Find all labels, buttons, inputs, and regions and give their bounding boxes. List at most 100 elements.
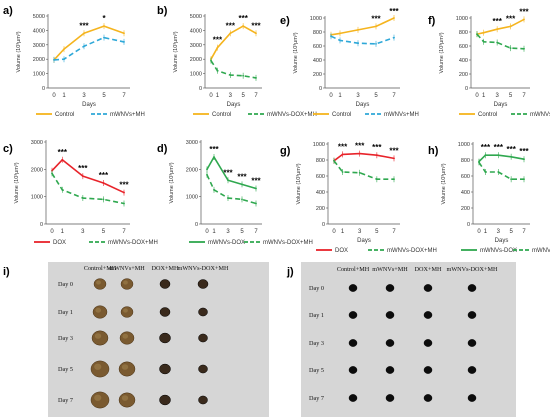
spheroid-image <box>467 284 477 292</box>
row-label: Day 0 <box>309 285 324 292</box>
data-point <box>255 187 257 190</box>
y-tick-label: 1000 <box>31 195 43 201</box>
data-point <box>241 183 243 186</box>
data-point <box>523 47 525 50</box>
data-point <box>61 158 64 161</box>
y-tick-label: 1000 <box>313 142 325 148</box>
panel-label: e) <box>280 15 290 27</box>
row-label: Day 7 <box>58 397 73 404</box>
spheroid-image <box>159 279 171 289</box>
data-point <box>484 154 487 157</box>
data-point <box>83 45 85 48</box>
x-tick-label: 7 <box>392 229 396 235</box>
y-axis-label: Volume (10³μm³) <box>14 162 20 203</box>
x-axis-label: Days <box>227 102 241 108</box>
x-axis-label: Days <box>495 238 509 244</box>
series-line-control <box>53 25 125 61</box>
spheroid-image <box>423 339 433 347</box>
data-point <box>484 171 487 173</box>
data-point <box>103 25 105 27</box>
spheroid-image <box>467 394 477 402</box>
y-tick-label: 200 <box>313 72 322 78</box>
y-tick-label: 0 <box>319 86 322 92</box>
column-header: mWNVs-DOX+MH <box>447 266 498 273</box>
x-tick-label: 3 <box>495 93 499 99</box>
significance-marker: *** <box>371 14 381 23</box>
panel-label: h) <box>428 145 439 157</box>
data-point <box>476 33 478 35</box>
column-header: mWNVs-DOX+MH <box>178 265 229 272</box>
x-axis-label: Days <box>494 102 508 108</box>
data-point <box>358 152 361 155</box>
spheroid-image <box>198 364 208 374</box>
data-point <box>123 41 125 43</box>
significance-marker: *** <box>519 147 529 156</box>
spheroid-highlight <box>121 395 129 401</box>
data-point <box>482 40 485 43</box>
y-tick-label: 400 <box>461 190 470 196</box>
significance-marker: *** <box>223 168 233 177</box>
significance-marker: *** <box>506 14 516 23</box>
significance-marker: *** <box>213 36 223 45</box>
spheroid-image <box>198 333 208 343</box>
x-tick-label: 5 <box>241 93 245 99</box>
y-tick-label: 1000 <box>186 195 198 201</box>
y-tick-label: 0 <box>465 86 468 92</box>
x-tick-label: 5 <box>102 93 106 99</box>
column-header: Control+MH <box>337 266 370 273</box>
y-axis-label: Volume (10³μm³) <box>173 31 179 72</box>
legend-label: Control <box>212 112 231 118</box>
series-line-mwnvs_dox_mh <box>476 33 525 50</box>
legend-label: DOX <box>53 240 66 246</box>
y-tick-label: 3000 <box>33 43 45 49</box>
data-point <box>242 25 245 27</box>
y-tick-label: 600 <box>459 44 468 50</box>
x-tick-label: 3 <box>497 229 501 235</box>
x-tick-label: 5 <box>509 229 513 235</box>
y-tick-label: 0 <box>467 222 470 228</box>
column-header: Control+MH <box>84 265 117 272</box>
row-label: Day 1 <box>309 312 324 319</box>
significance-marker: *** <box>119 181 129 190</box>
data-point <box>339 39 341 42</box>
legend-label: mWNVs-DOX+MH <box>108 240 158 246</box>
spheroid-image <box>467 339 477 347</box>
panel-label: i) <box>3 266 10 278</box>
legend-label: mWNVs-DOX+MH <box>263 240 313 246</box>
data-point <box>83 32 85 35</box>
significance-marker: *** <box>251 176 261 185</box>
data-point <box>63 48 65 51</box>
spheroid-image <box>348 366 358 374</box>
y-axis-label: Volume (10³μm³) <box>293 32 299 73</box>
x-tick-label: 1 <box>482 93 486 99</box>
data-point <box>123 191 125 194</box>
spheroid-image <box>467 311 477 319</box>
spheroid-highlight <box>96 280 101 285</box>
y-tick-label: 200 <box>316 206 325 212</box>
data-point <box>339 32 341 35</box>
y-tick-label: 800 <box>313 30 322 36</box>
column-header: mWNVs+MH <box>372 266 408 273</box>
legend-label: mWNVs-DOX <box>480 248 517 254</box>
data-point <box>341 171 344 173</box>
data-point <box>206 168 208 171</box>
spheroid-highlight <box>95 307 102 313</box>
y-tick-label: 200 <box>459 72 468 78</box>
spheroid-image <box>423 311 433 319</box>
x-tick-label: 7 <box>392 93 396 99</box>
column-header: DOX+MH <box>152 265 179 272</box>
y-tick-label: 0 <box>195 222 198 228</box>
column-header: DOX+MH <box>415 266 442 273</box>
y-axis-label: Volume (10³μm³) <box>16 31 22 72</box>
data-point <box>393 178 395 181</box>
y-tick-label: 600 <box>313 44 322 50</box>
data-point <box>482 31 485 34</box>
row-label: Day 3 <box>309 340 324 347</box>
series-line-mwnvs_dox_mh <box>210 60 257 79</box>
x-tick-label: 0 <box>477 229 481 235</box>
x-tick-label: 3 <box>356 93 360 99</box>
data-point <box>229 32 232 35</box>
